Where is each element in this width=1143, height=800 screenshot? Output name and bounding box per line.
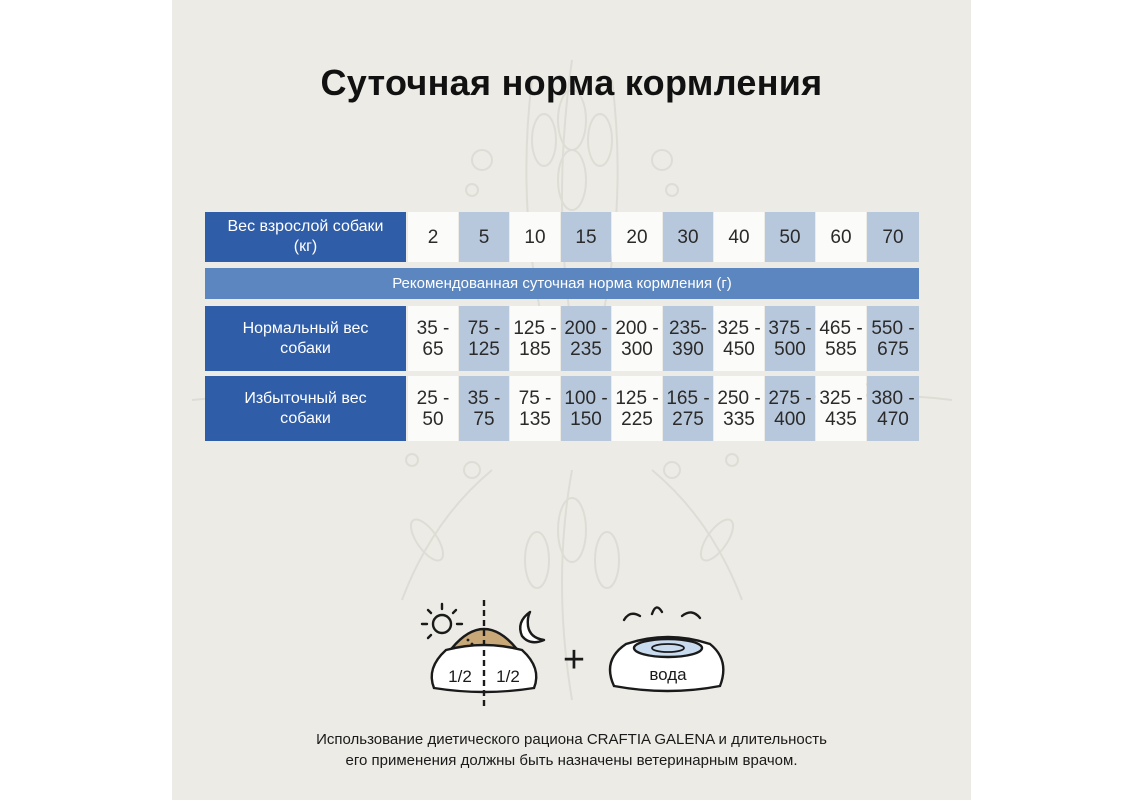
excess-weight-cell: 275 - 400 [765,376,815,441]
excess-weight-cell: 75 - 135 [510,376,560,441]
water-label: вода [649,665,687,684]
normal-weight-cell: 375 - 500 [765,306,815,371]
weight-header-label: Вес взрослой собаки (кг) [227,218,384,255]
half-left-label: 1/2 [448,667,472,686]
half-right-label: 1/2 [496,667,520,686]
weight-header-cell: Вес взрослой собаки (кг) [205,212,406,262]
excess-weight-cell: 380 - 470 [867,376,919,441]
plus-sign: + [563,639,585,681]
excess-weight-cell: 125 - 225 [612,376,662,441]
weight-cell: 30 [663,212,713,262]
vet-footnote: Использование диетического рациона CRAFT… [172,729,971,771]
feeding-illustration: 1/2 1/2 + вода [420,600,725,708]
weight-cell: 50 [765,212,815,262]
water-bowl-icon: вода [608,606,725,693]
excess-weight-header-cell: Избыточный вес собаки [205,376,406,441]
footnote-line-1: Использование диетического рациона CRAFT… [316,731,827,748]
weight-cell: 10 [510,212,560,262]
excess-weight-label: Избыточный вес собаки [244,389,367,427]
normal-weight-cell: 200 - 235 [561,306,611,371]
excess-weight-cell: 100 - 150 [561,376,611,441]
recommended-norm-header: Рекомендованная суточная норма кормления… [205,268,919,299]
normal-weight-cell: 235- 390 [663,306,713,371]
normal-weight-cell: 125 - 185 [510,306,560,371]
excess-weight-cell: 325 - 435 [816,376,866,441]
excess-weight-cell: 25 - 50 [408,376,458,441]
page-title: Суточная норма кормления [320,62,823,103]
normal-weight-header-cell: Нормальный вес собаки [205,306,406,371]
moon-icon [519,610,546,644]
excess-weight-cell: 250 - 335 [714,376,764,441]
footnote-line-2: его применения должны быть назначены вет… [345,752,798,769]
normal-weight-cell: 465 - 585 [816,306,866,371]
feeding-card: Суточная норма кормления Вес взрослой со… [172,0,971,800]
weight-cell: 40 [714,212,764,262]
normal-weight-label: Нормальный вес собаки [242,319,369,357]
weight-cell: 60 [816,212,866,262]
excess-weight-cell: 35 - 75 [459,376,509,441]
weight-cell: 70 [867,212,919,262]
food-bowl-icon: 1/2 1/2 [430,600,538,708]
excess-weight-cell: 165 - 275 [663,376,713,441]
sun-icon [420,602,464,640]
weight-cell: 20 [612,212,662,262]
normal-weight-cell: 200 - 300 [612,306,662,371]
normal-weight-cell: 35 - 65 [408,306,458,371]
normal-weight-cell: 325 - 450 [714,306,764,371]
weight-cell: 2 [408,212,458,262]
weight-cell: 15 [561,212,611,262]
normal-weight-cell: 75 - 125 [459,306,509,371]
normal-weight-cell: 550 - 675 [867,306,919,371]
weight-cell: 5 [459,212,509,262]
